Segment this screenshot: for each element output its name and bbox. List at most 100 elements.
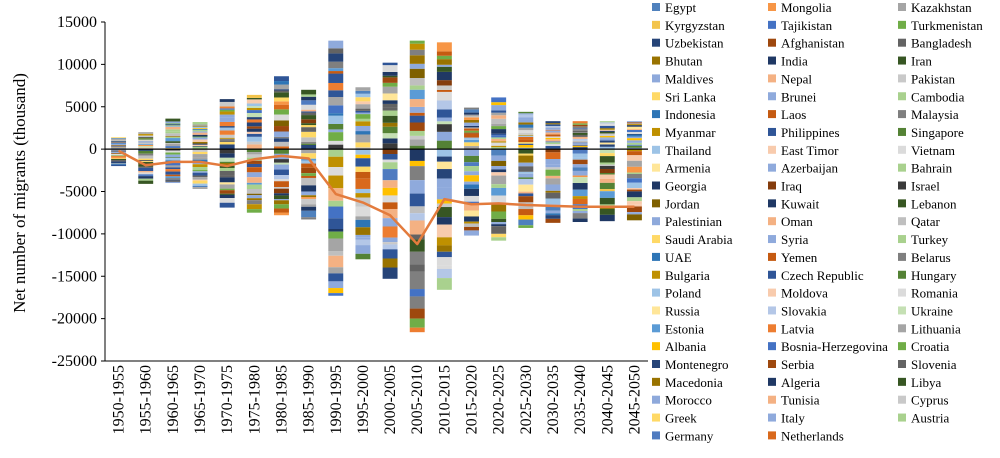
bar-segment [409,234,425,240]
bar-segment [192,125,208,127]
legend-label: Albania [665,339,706,354]
legend-label: Lebanon [911,196,957,211]
bar-segment [192,179,208,181]
bar-segment [464,142,479,147]
x-tick-label: 1985-1990 [301,365,318,434]
bar-segment [626,133,642,135]
bar-segment [328,293,344,296]
bar-segment [355,112,371,115]
bar-segment [165,174,181,177]
bar-segment [355,178,371,189]
bar-segment [382,82,398,87]
bar-segment [246,103,262,107]
bar-segment [138,137,154,139]
bar-segment [491,233,507,238]
bar-segment [138,138,154,140]
bar-segment [138,159,154,162]
legend-label: Lithuania [911,321,961,336]
bar-segment [545,127,561,130]
bar-segment [274,149,289,154]
bar-segment [138,144,154,147]
legend-swatch [898,217,906,226]
bar-segment [219,138,235,141]
legend-label: Bangladesh [911,36,972,51]
bar-segment [518,143,534,145]
bar-segment [599,156,615,163]
bar-segment [436,156,452,162]
bar-segment [382,62,398,66]
x-axis-ticks: 1950-1955 1955-1960 1960-1965 1965-1970 1970… [111,365,644,434]
bar-segment [545,127,561,128]
bar-segment [382,77,398,83]
bar-segment [545,190,561,193]
bar-segment [328,288,344,294]
bar-segment [545,132,561,135]
bar-segment [328,90,344,98]
bar-segment [545,164,561,168]
bar-segment [382,149,398,155]
bar-segment [274,200,289,205]
bar-segment [274,97,289,102]
bar-segment [246,182,262,185]
bar-segment [111,137,127,139]
legend-label: Bosnia-Herzegovina [781,339,888,354]
bar-segment [165,180,181,182]
bar-segment [328,82,344,91]
bar-segment [626,134,642,137]
legend-label: Tunisia [781,393,820,408]
bar-segment [572,126,588,129]
bar-segment [409,289,425,297]
bar-segment [192,177,208,180]
bar-segment [246,198,262,201]
bar-segment [355,108,371,111]
bar-segment [355,138,371,143]
legend-label: UAE [665,250,692,265]
bar-segment [219,198,235,203]
bar-segment [301,143,317,145]
bar-segment [491,138,507,142]
bar-segment [572,142,588,144]
legend-label: Belarus [911,250,951,265]
bar-segment [328,229,344,232]
bar-segment [599,174,615,179]
bar-segment [138,150,154,154]
bar-segment [274,187,289,189]
bar-segment [518,166,534,172]
bar-segment [518,144,534,148]
bar-segment [409,220,425,235]
bar-segment [138,149,154,151]
bar-segment [274,126,289,132]
bar-segment [246,195,262,199]
bar-segment [599,189,615,192]
bar-segment [436,251,452,258]
bar-segment [328,144,344,150]
bar-segment [138,132,154,134]
bar-segment [491,135,507,138]
legend-swatch [652,145,660,154]
bar-segment [572,124,588,127]
bar-segment [355,219,371,228]
bar-segment [219,177,235,183]
bar-segment [382,75,398,78]
bar-segment [436,268,452,279]
legend-swatch [898,20,906,29]
bar-segment [518,184,534,192]
y-axis-ticks: 15000 10000 5000 0 -5000 -10000 -15000 -20000 -2… [52,14,105,370]
bar-segment [626,189,642,192]
bar-segment [491,118,507,124]
bar-segment [409,193,425,207]
legend-label: Netherlands [781,428,844,443]
bar-segment [464,128,479,131]
bar-segment [219,157,235,162]
bar-segment [274,104,289,110]
bar-segment [599,121,615,123]
bar-segment [491,187,507,196]
bar-segment [464,107,479,110]
bar-segment [165,138,181,142]
bar-segment [464,114,479,117]
bar-segment [409,149,425,161]
bar-segment [246,122,262,127]
legend-label: Saudi Arabia [665,232,733,247]
legend-label: Thailand [665,143,712,158]
bar-segment [328,68,344,72]
